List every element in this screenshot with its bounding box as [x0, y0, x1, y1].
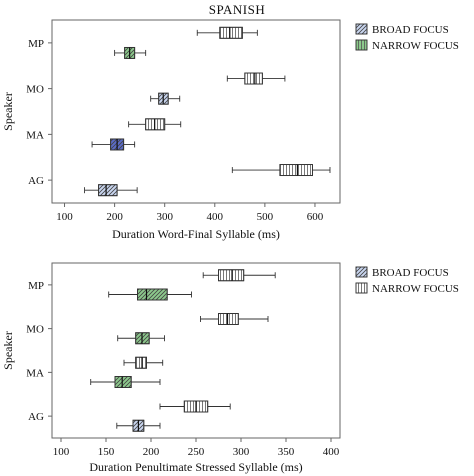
x-tick-label: 350: [278, 446, 295, 458]
legend-label-narrow: NARROW FOCUS: [372, 40, 459, 52]
legend-swatch-broad: [355, 266, 368, 278]
box-hatch: [279, 164, 313, 177]
y-tick-label: AG: [28, 411, 44, 423]
box-mo-narrow: [226, 72, 286, 85]
legend-label-broad: BROAD FOCUS: [372, 267, 449, 279]
x-tick-label: 300: [156, 211, 173, 223]
y-axis-label: Speaker: [1, 331, 15, 370]
box-hatch: [244, 72, 263, 85]
y-tick-label: MO: [26, 84, 44, 96]
box-ma-narrow: [128, 118, 182, 131]
y-tick-label: AG: [28, 175, 44, 187]
box-ag-narrow: [231, 164, 331, 177]
box-mp-narrow: [196, 26, 258, 39]
box-mo-narrow: [200, 313, 269, 325]
box-hatch: [219, 26, 243, 39]
y-tick-label: MO: [26, 324, 44, 336]
x-tick-label: 250: [188, 446, 205, 458]
box-hatch: [135, 356, 147, 369]
box-mp-broad: [114, 46, 147, 59]
x-tick-label: 200: [106, 211, 123, 223]
chart-panel-1: 100 200 300 400 500 600 MP MO MA AG Duration Word-…: [1, 19, 459, 241]
y-axis-label: Speaker: [1, 92, 15, 131]
box-ma-narrow: [123, 356, 164, 369]
x-tick-label: 600: [307, 211, 324, 223]
box-hatch: [98, 184, 118, 197]
box-mo-broad: [150, 92, 181, 105]
box-hatch: [137, 288, 168, 301]
y-tick-label: MA: [26, 129, 44, 141]
legend-swatch-broad: [355, 23, 368, 35]
box-ag-narrow: [159, 400, 231, 413]
x-axis-label: Duration Word-Final Syllable (ms): [112, 227, 280, 241]
chart-panel-2: 100 150 200 250 300 350 400 MP MO MA AG Duration Pe…: [1, 262, 459, 474]
y-tick-label: MA: [26, 367, 44, 379]
box-ag-broad: [116, 419, 161, 432]
legend-label-narrow: NARROW FOCUS: [372, 283, 459, 295]
legend-swatch-narrow: [355, 39, 368, 51]
box-mp-broad: [108, 288, 192, 301]
y-tick-label: MP: [28, 280, 44, 292]
x-tick-label: 100: [53, 446, 70, 458]
x-tick-label: 400: [323, 446, 340, 458]
box-hatch: [218, 269, 245, 282]
y-tick-label: MP: [28, 38, 44, 50]
page-title: SPANISH: [208, 2, 266, 17]
box-mp-narrow: [202, 269, 276, 282]
x-axis-label: Duration Penultimate Stressed Syllable (…: [89, 460, 302, 474]
box-ma-broad: [91, 138, 136, 151]
legend-label-broad: BROAD FOCUS: [372, 24, 449, 36]
x-tick-label: 300: [233, 446, 250, 458]
x-tick-label: 400: [207, 211, 224, 223]
x-tick-label: 100: [56, 211, 73, 223]
x-tick-label: 500: [257, 211, 274, 223]
box-ag-broad: [84, 184, 138, 197]
x-tick-label: 200: [143, 446, 160, 458]
legend-swatch-narrow: [355, 282, 368, 294]
box-ma-broad: [90, 376, 161, 388]
box-hatch: [218, 313, 239, 325]
x-tick-label: 150: [98, 446, 115, 458]
plot-frame: [51, 19, 341, 204]
box-hatch: [114, 376, 132, 388]
box-mo-broad: [117, 332, 165, 345]
